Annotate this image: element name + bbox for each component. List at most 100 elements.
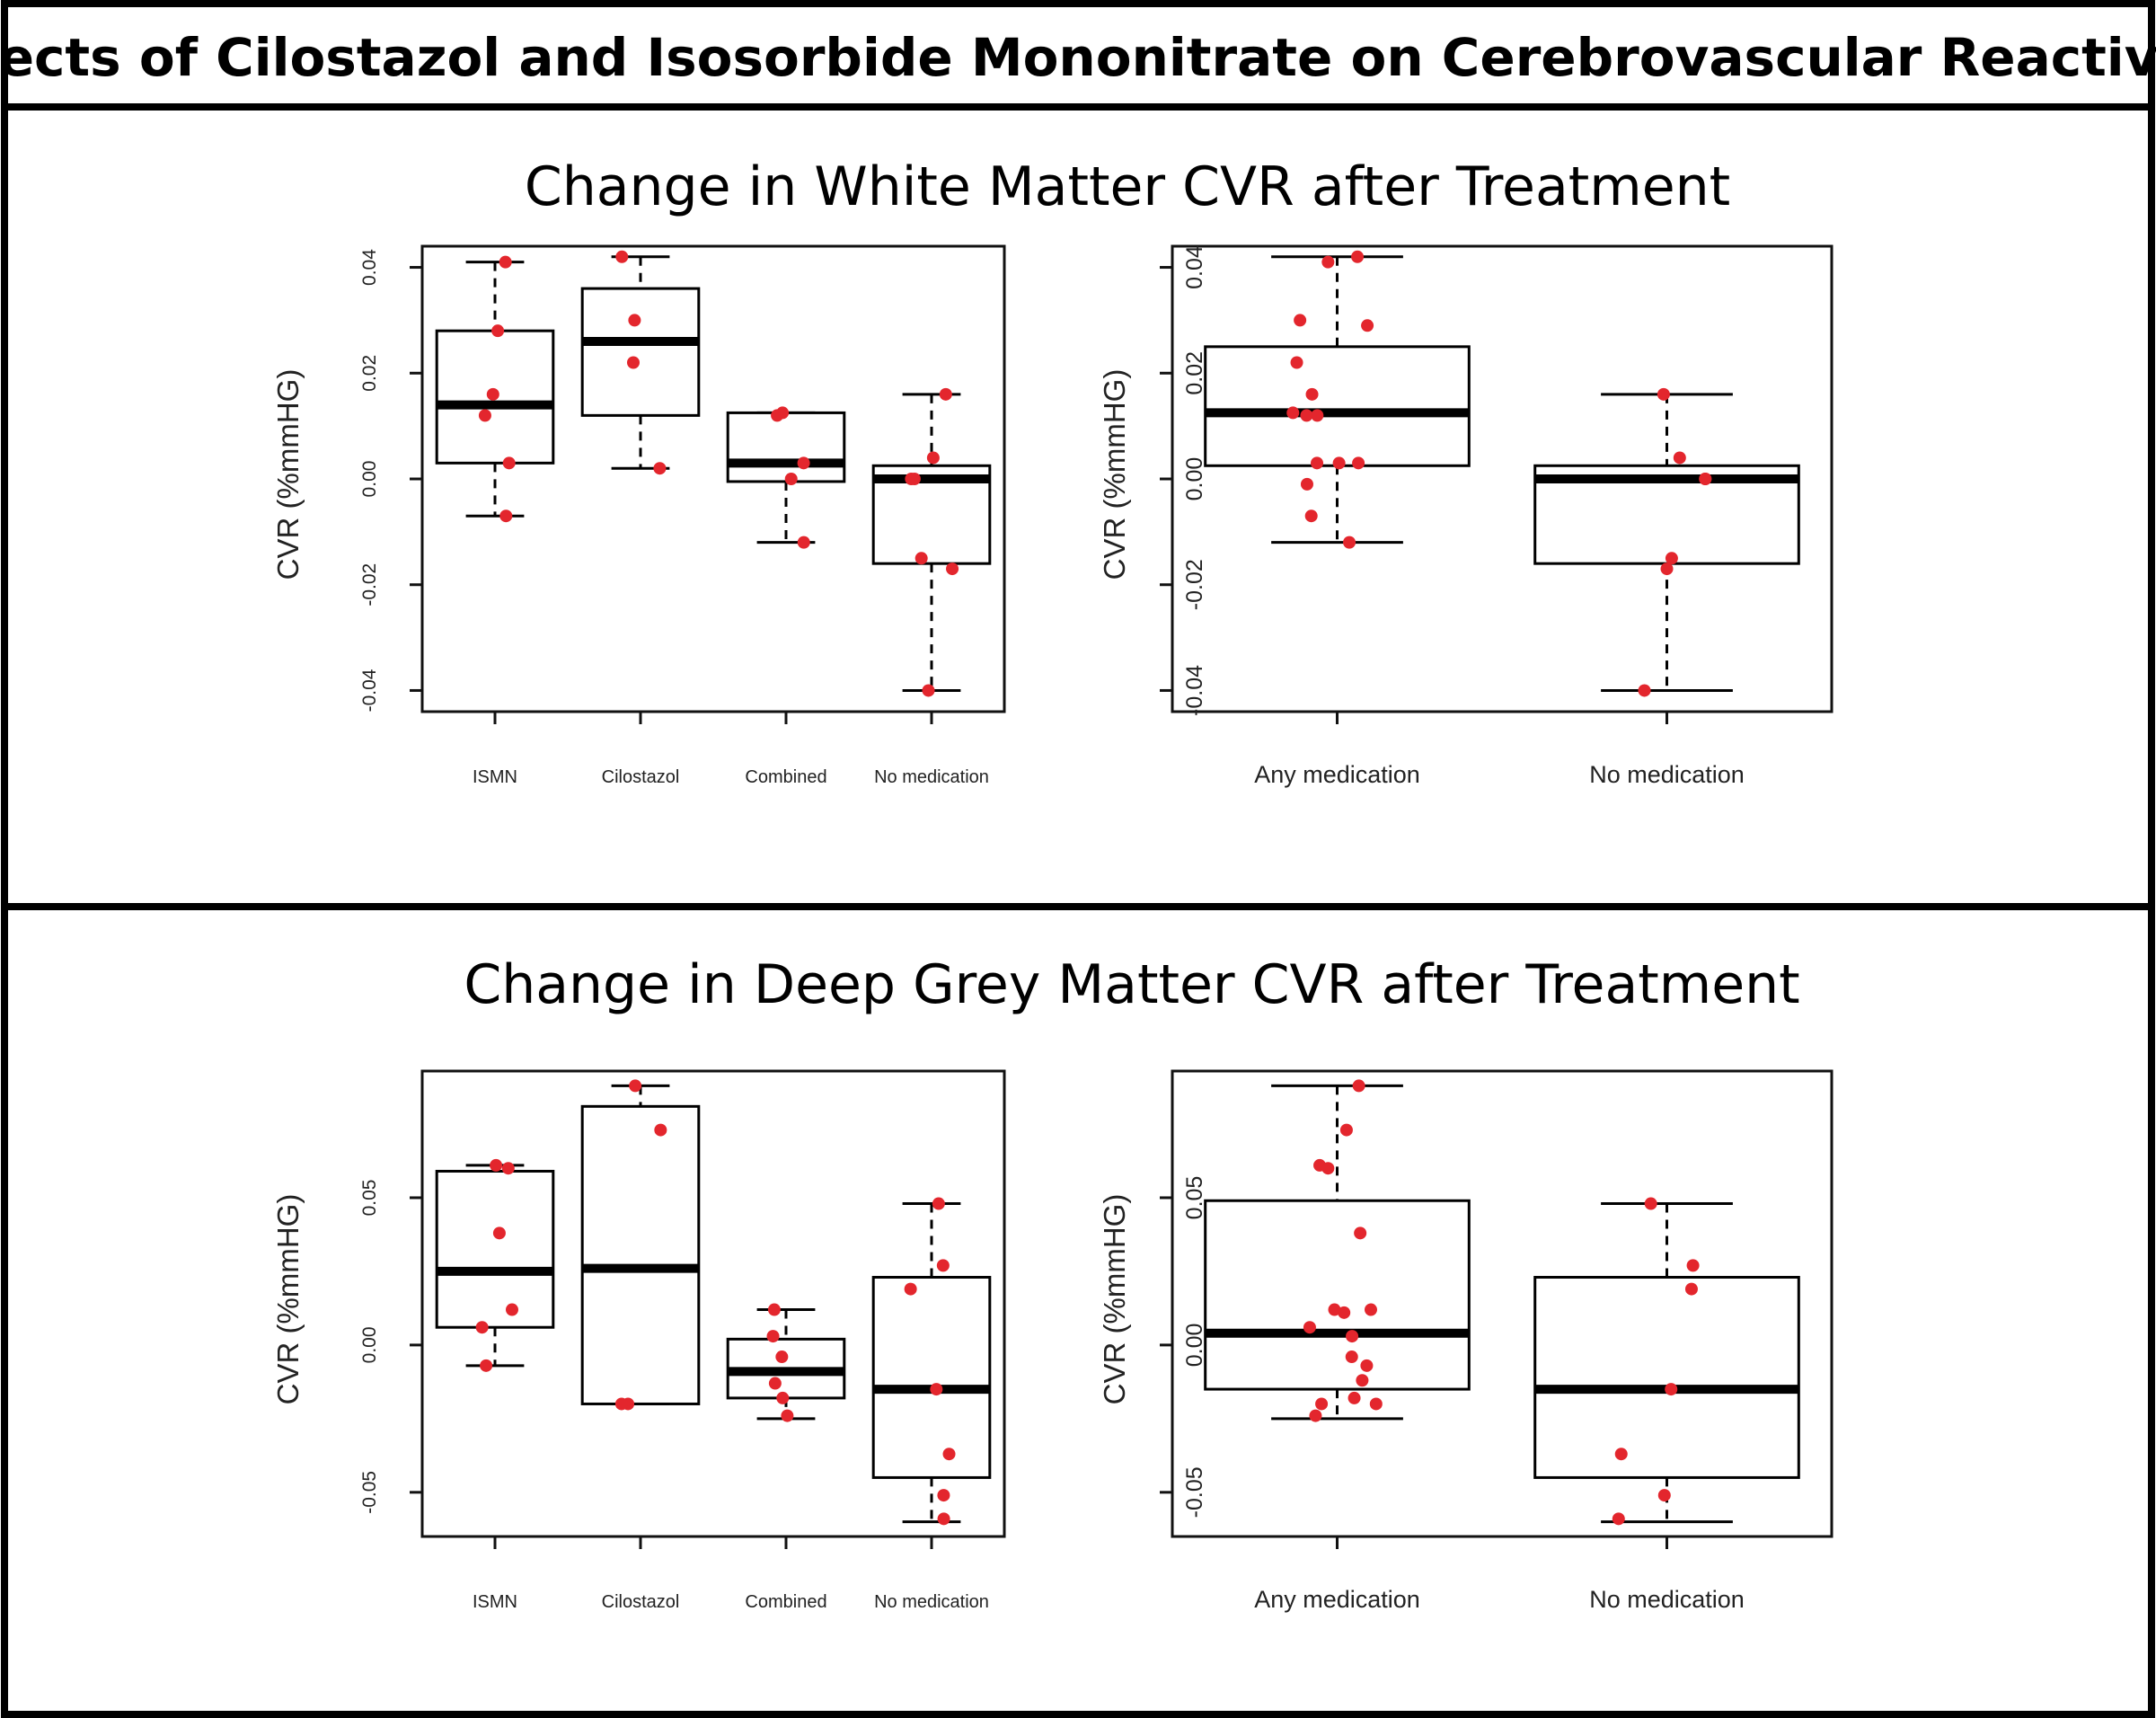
data-point: [922, 684, 935, 697]
box-iqr: [1204, 1199, 1471, 1391]
data-point: [615, 250, 629, 263]
data-point: [768, 1377, 782, 1390]
data-point: [492, 1227, 506, 1240]
panel-frame-white-matter: [1, 103, 2155, 910]
data-point: [1684, 1282, 1698, 1296]
data-point: [1338, 1306, 1351, 1319]
data-point: [775, 1350, 789, 1364]
data-point: [767, 1303, 781, 1316]
y-tick-label: -0.05: [359, 1471, 380, 1514]
category-label: Any medication: [1254, 1586, 1420, 1613]
data-point: [1660, 562, 1674, 576]
category-label: Combined: [745, 1592, 826, 1612]
data-point: [926, 451, 940, 465]
data-point: [946, 562, 959, 576]
data-point: [1673, 451, 1686, 465]
data-point: [1360, 1359, 1374, 1372]
data-point: [1294, 314, 1307, 327]
y-axis-label: CVR (%mmHG): [271, 1194, 305, 1405]
data-point: [1612, 1512, 1625, 1526]
data-point: [1657, 1489, 1671, 1502]
y-tick-label: -0.04: [359, 669, 380, 712]
panel-frame-deep-grey-matter: [1, 903, 2155, 1718]
data-point: [1699, 473, 1712, 485]
data-point: [771, 409, 784, 422]
data-point: [501, 1162, 515, 1175]
data-point: [1657, 387, 1670, 401]
data-point: [1311, 409, 1324, 422]
data-point: [1339, 1123, 1353, 1137]
data-point: [1321, 1162, 1335, 1175]
data-point: [907, 473, 921, 485]
y-tick-label: 0.00: [1182, 1324, 1207, 1368]
title-banner-border: [1, 0, 2155, 111]
data-point: [614, 1397, 628, 1411]
data-point: [1300, 409, 1313, 422]
panel-title-white-matter: Change in White Matter CVR after Treatme…: [525, 155, 1730, 218]
data-point: [653, 462, 667, 475]
data-point: [1286, 406, 1300, 420]
plot-frame: [420, 1069, 1006, 1538]
y-axis-label: CVR (%mmHG): [271, 369, 305, 580]
box-iqr: [580, 287, 701, 417]
y-tick-label: 0.04: [359, 249, 380, 286]
box-iqr: [580, 1104, 701, 1405]
category-label: Combined: [745, 767, 826, 787]
box-iqr: [1533, 1275, 1800, 1479]
category-label: No medication: [1589, 1586, 1745, 1613]
data-point: [490, 1158, 503, 1172]
data-point: [1665, 1383, 1678, 1396]
data-point: [932, 1197, 945, 1210]
y-tick-label: 0.02: [1182, 351, 1207, 395]
data-point: [1343, 536, 1356, 549]
data-point: [1614, 1448, 1628, 1461]
data-point: [904, 1282, 917, 1296]
y-tick-label: 0.00: [359, 1326, 380, 1363]
data-point: [480, 1359, 493, 1372]
category-label: No medication: [874, 767, 989, 787]
figure-title: Effects of Cilostazol and Isosorbide Mon…: [0, 27, 2156, 88]
data-point: [1356, 1374, 1369, 1387]
data-point: [505, 1303, 518, 1316]
data-point: [942, 1448, 956, 1461]
data-point: [499, 255, 512, 269]
category-label: ISMN: [473, 767, 517, 787]
data-point: [486, 387, 499, 401]
data-point: [1348, 1391, 1361, 1404]
y-tick-label: -0.05: [1182, 1466, 1207, 1518]
y-tick-label: 0.05: [1182, 1176, 1207, 1220]
data-point: [1686, 1259, 1700, 1272]
data-point: [1305, 387, 1319, 401]
data-point: [654, 1123, 667, 1137]
data-point: [776, 1391, 790, 1404]
data-point: [797, 536, 810, 549]
data-point: [478, 409, 491, 422]
data-point: [1315, 1397, 1329, 1411]
data-point: [797, 456, 810, 470]
data-point: [1290, 356, 1303, 369]
boxplot-grey-matter-by-treatment: -0.05 0.00 0.05 CVR (%mmHG) ISMN Cilostazol Co…: [271, 1069, 1006, 1612]
category-label: No medication: [1589, 761, 1745, 788]
data-point: [915, 552, 928, 565]
panel-title-deep-grey-matter: Change in Deep Grey Matter CVR after Tre…: [464, 953, 1799, 1016]
data-point: [1638, 684, 1651, 697]
data-point: [1351, 250, 1365, 263]
data-point: [499, 509, 513, 523]
data-point: [1346, 1330, 1359, 1343]
category-label: Cilostazol: [602, 1592, 680, 1612]
data-point: [628, 314, 641, 327]
data-point: [1321, 255, 1335, 269]
boxplot-white-matter-by-treatment: -0.04 -0.02 0.00 0.02 0.04 CVR (%mmHG) ISMN Cil…: [271, 244, 1006, 787]
data-point: [930, 1383, 943, 1396]
data-point: [1300, 477, 1313, 491]
data-point: [1328, 1303, 1341, 1316]
category-label: Any medication: [1254, 761, 1420, 788]
data-point: [937, 1489, 950, 1502]
data-point: [784, 473, 798, 485]
data-point: [626, 356, 640, 369]
data-point: [1345, 1350, 1358, 1364]
data-point: [1304, 509, 1318, 523]
data-point: [766, 1330, 780, 1343]
y-tick-label: 0.05: [359, 1180, 380, 1217]
